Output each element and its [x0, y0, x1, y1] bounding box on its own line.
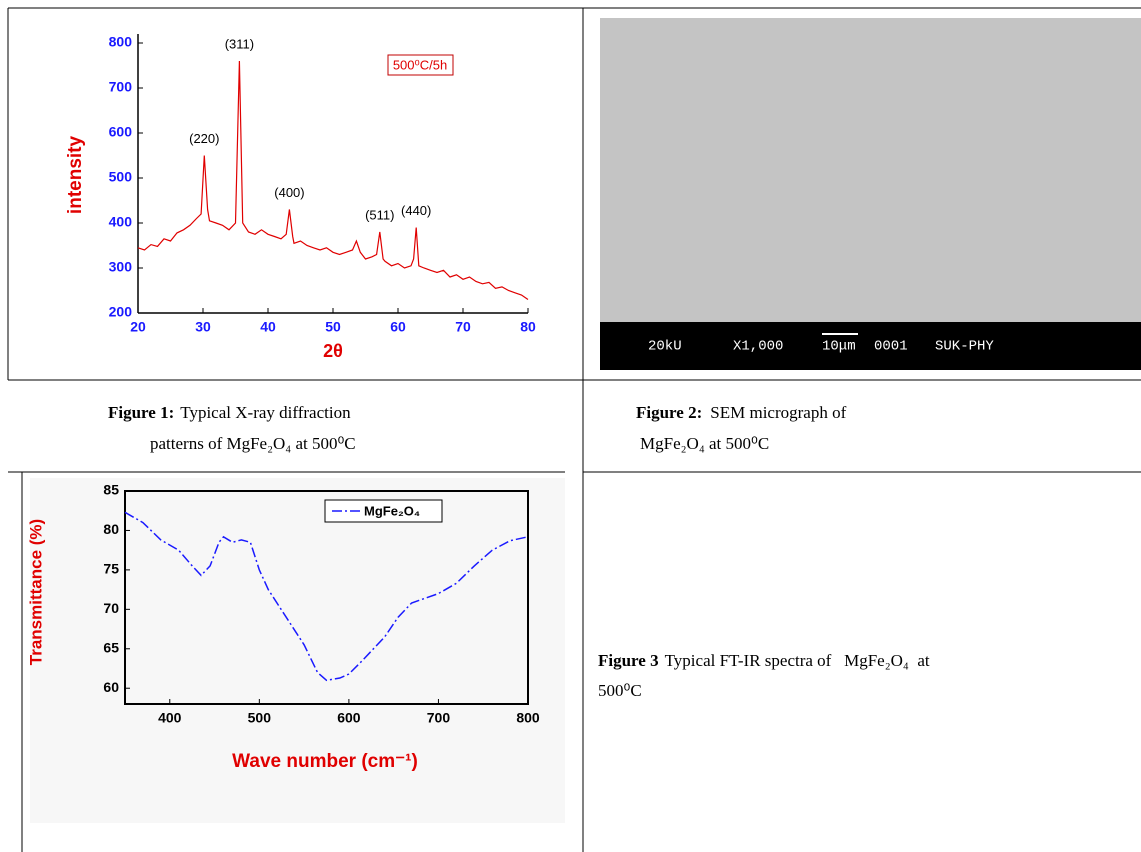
y-tick-label: 70	[103, 600, 119, 616]
x-axis-label: Wave number (cm⁻¹)	[232, 751, 418, 772]
x-tick-label: 700	[427, 710, 451, 726]
y-axis-label: Transmittance (%)	[26, 519, 45, 665]
x-tick-label: 70	[455, 319, 471, 335]
sem-text: X1,000	[733, 339, 783, 355]
x-tick-label: 20	[130, 319, 146, 335]
caption-text: patterns of MgFe₂O₄ at 500⁰C	[150, 434, 356, 453]
sem-text: 20kU	[648, 339, 682, 355]
caption: Figure 1: Typical X-ray diffraction	[108, 403, 351, 422]
x-tick-label: 80	[520, 319, 536, 335]
caption-text: MgFe₂O₄ at 500⁰C	[640, 434, 769, 453]
sem-text: SUK-PHY	[935, 339, 994, 355]
peak-label: (400)	[274, 185, 304, 200]
peak-label: (440)	[401, 203, 431, 218]
y-tick-label: 700	[109, 79, 133, 95]
x-tick-label: 40	[260, 319, 276, 335]
y-tick-label: 65	[103, 639, 119, 655]
y-tick-label: 400	[109, 214, 133, 230]
y-tick-label: 300	[109, 259, 133, 275]
sem-image: 20kU X1,000 10μm 0001 SUK-PHY	[600, 18, 1141, 370]
y-axis-label: intensity	[65, 136, 86, 215]
line	[138, 61, 528, 300]
peak-label: (311)	[225, 36, 254, 51]
y-tick-label: 60	[103, 679, 119, 695]
caption: Figure 2: SEM micrograph of	[636, 403, 847, 422]
legend-label: MgFe₂O₄	[364, 503, 420, 518]
note: 500⁰C/5h	[393, 57, 447, 72]
x-tick-label: 600	[337, 710, 361, 726]
chart: 20 30 40 50 60 70 80 200 300 400 500 600 700 800 2θ int…	[65, 34, 536, 361]
peak-label: (220)	[189, 131, 219, 146]
y-tick-label: 500	[109, 169, 133, 185]
document: 20kU X1,000 10μm 0001 SUK-PHY Figure 1: T…	[0, 0, 1141, 852]
y-tick-label: 600	[109, 124, 133, 140]
sem-texture	[600, 18, 1141, 322]
x-tick-label: 400	[158, 710, 182, 726]
sem-text: 10μm	[822, 339, 856, 355]
caption-label: Figure 2:	[636, 403, 702, 422]
y-tick-label: 80	[103, 521, 119, 537]
x-tick-label: 50	[325, 319, 341, 335]
caption: Figure 3 Typical FT-IR spectra of MgFe₂O₄…	[598, 651, 930, 670]
caption-label: Figure 1:	[108, 403, 174, 422]
y-tick-label: 75	[103, 561, 119, 577]
x-tick-label: 800	[516, 710, 540, 726]
x-tick-label: 500	[248, 710, 272, 726]
y-tick-label: 85	[103, 482, 119, 498]
caption-text: SEM micrograph of	[710, 403, 846, 422]
page: {"chart_data": [ {"type": "line", "xlabe…	[0, 0, 1141, 852]
x-tick-label: 30	[195, 319, 211, 335]
x-tick-label: 60	[390, 319, 406, 335]
y-tick-label: 200	[109, 304, 133, 320]
caption-text: 500⁰C	[598, 681, 642, 700]
caption-label: Figure 3	[598, 651, 659, 670]
caption-text: Typical X-ray diffraction	[180, 403, 351, 422]
sem-text: 0001	[874, 339, 908, 355]
peak-label: (511)	[365, 207, 394, 222]
x-axis-label: 2θ	[323, 341, 343, 361]
caption-text: Typical FT-IR spectra of MgFe₂O₄ at	[665, 651, 930, 670]
y-tick-label: 800	[109, 34, 133, 50]
